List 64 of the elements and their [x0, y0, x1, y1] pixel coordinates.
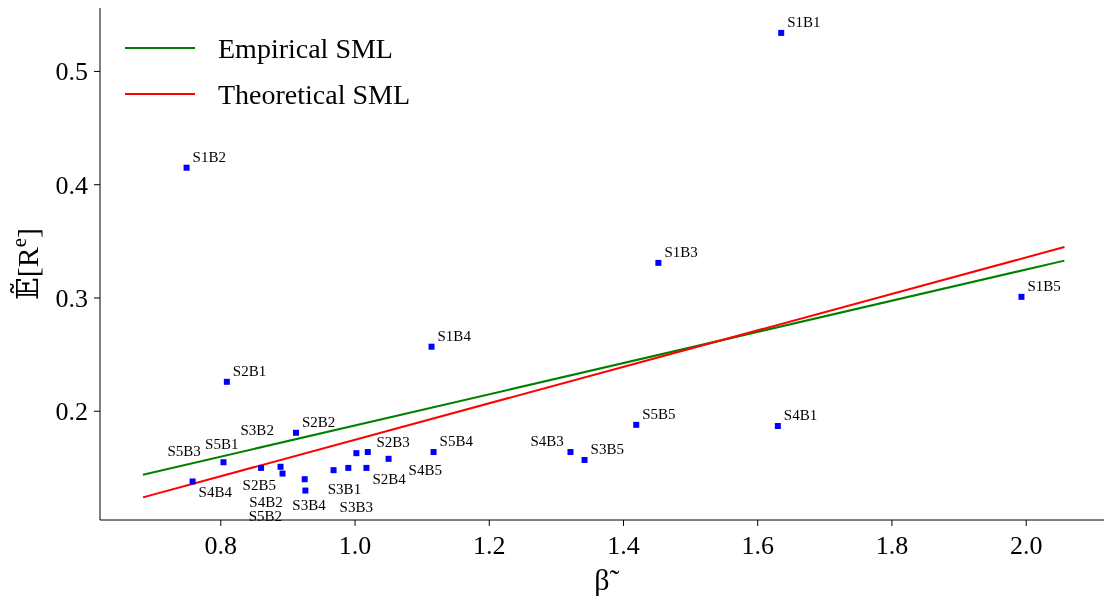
point [277, 463, 284, 470]
point [223, 378, 230, 385]
point [778, 29, 785, 36]
annotation: S4B3 [530, 433, 564, 450]
annotation: S2B2 [301, 413, 336, 430]
point [302, 487, 309, 494]
annotation: S5B4 [439, 433, 474, 450]
point [330, 467, 337, 474]
annotation: S2B3 [376, 434, 410, 451]
point [428, 343, 435, 350]
annotation: S3B5 [590, 440, 624, 457]
point [183, 164, 190, 171]
annotation: S3B2 [240, 421, 274, 438]
point [655, 259, 662, 266]
annotation: S5B2 [248, 508, 283, 525]
point [633, 421, 640, 428]
point [258, 464, 265, 471]
y-tick-label: 0.5 [55, 57, 88, 87]
annotation: S2B5 [242, 476, 276, 493]
point [292, 429, 299, 436]
point [385, 455, 392, 462]
point [353, 450, 360, 457]
annotation: S2B4 [372, 470, 407, 487]
point [189, 478, 196, 485]
legend-label: Empirical SML [218, 33, 393, 64]
point [364, 449, 371, 456]
annotation: S5B5 [642, 405, 676, 422]
point [774, 422, 781, 429]
annotation: S5B3 [167, 443, 201, 460]
x-axis-title: β̃ [594, 563, 620, 596]
point [1018, 293, 1025, 300]
point [220, 459, 227, 466]
annotation: S2B1 [232, 362, 267, 379]
x-tick-label: 1.6 [741, 531, 774, 560]
x-tick-label: 1.2 [473, 531, 506, 560]
annotation: S3B1 [327, 481, 362, 498]
x-tick-label: 2.0 [1009, 531, 1043, 560]
annotation: S3B3 [339, 499, 373, 516]
annotation: S1B2 [192, 148, 226, 165]
point [581, 456, 588, 463]
x-tick-label: 1.0 [338, 531, 372, 560]
point [279, 470, 286, 477]
point [567, 449, 574, 456]
annotation: S1B1 [787, 13, 821, 30]
annotation: S4B2 [249, 493, 283, 510]
legend-label: Theoretical SML [218, 79, 411, 110]
point [301, 476, 308, 483]
annotation: S1B4 [437, 327, 472, 344]
annotation: S3B4 [292, 496, 327, 513]
y-tick-label: 0.3 [55, 283, 88, 313]
annotation: S4B1 [783, 406, 818, 423]
annotation: S5B1 [205, 435, 239, 452]
annotation: S1B3 [664, 243, 698, 260]
y-tick-label: 0.2 [55, 397, 88, 427]
x-tick-label: 0.8 [204, 531, 238, 560]
y-tick-label: 0.4 [55, 170, 88, 200]
point [345, 464, 352, 471]
annotation: S4B5 [408, 461, 442, 478]
x-tick-label: 1.4 [607, 531, 640, 560]
annotation: S4B4 [198, 484, 233, 501]
point [363, 464, 370, 471]
annotation: S1B5 [1027, 277, 1061, 294]
x-tick-label: 1.8 [875, 531, 909, 560]
point [430, 449, 437, 456]
